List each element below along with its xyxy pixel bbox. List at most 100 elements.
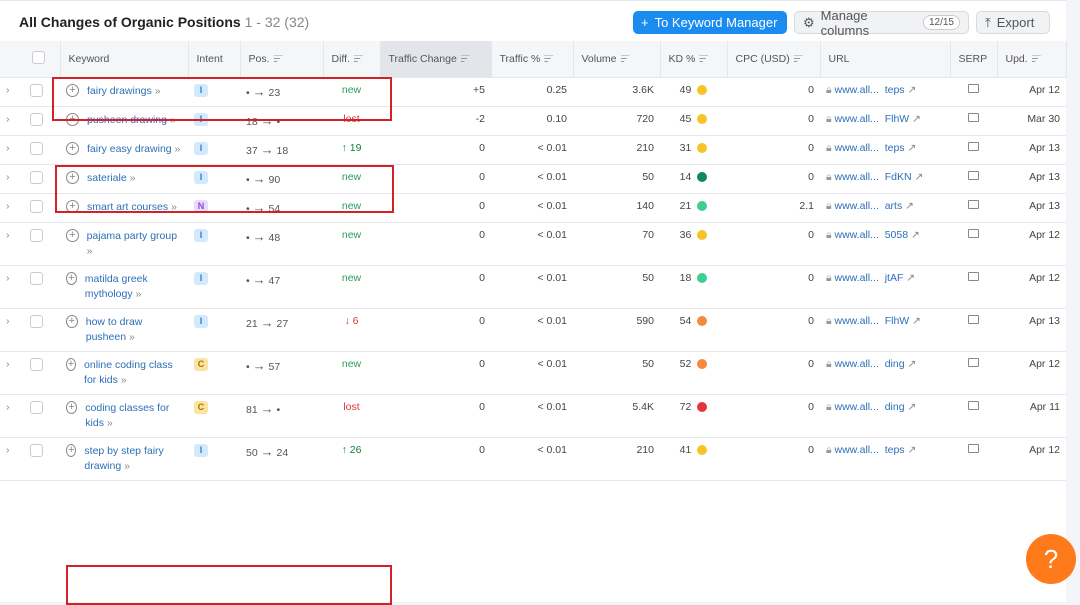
expand-chevron-icon[interactable]: ›	[0, 135, 24, 165]
url-link[interactable]: www.all... FlhW	[834, 112, 910, 125]
column-header[interactable]: Upd.	[997, 41, 1067, 78]
add-keyword-icon[interactable]: +	[66, 400, 78, 414]
expand-chevron-icon[interactable]: ›	[0, 164, 24, 194]
column-header[interactable]: Diff.	[323, 41, 381, 78]
add-keyword-icon[interactable]: +	[66, 199, 79, 213]
row-checkbox[interactable]	[30, 271, 43, 285]
add-keyword-icon[interactable]: +	[66, 170, 79, 184]
sort-icon[interactable]	[620, 55, 630, 63]
column-header[interactable]: Volume	[573, 41, 661, 78]
add-keyword-icon[interactable]: +	[66, 271, 77, 285]
sort-icon[interactable]	[1031, 55, 1041, 63]
export-button[interactable]: ⤒ Export	[976, 11, 1050, 34]
url-link[interactable]: www.all... arts	[834, 199, 903, 212]
keyword-link[interactable]: sateriale »	[87, 171, 136, 184]
external-link-icon[interactable]: ↗	[914, 170, 924, 183]
serp-icon[interactable]	[968, 83, 979, 93]
help-button[interactable]: ?	[1026, 534, 1076, 584]
external-link-icon[interactable]: ↗	[906, 271, 916, 284]
url-link[interactable]: www.all... teps	[834, 83, 905, 96]
keyword-link[interactable]: pajama party group »	[86, 229, 178, 257]
serp-icon[interactable]	[968, 141, 979, 151]
serp-icon[interactable]	[968, 314, 979, 324]
external-link-icon[interactable]: ↗	[910, 228, 920, 241]
sort-icon[interactable]	[699, 55, 709, 63]
external-link-icon[interactable]: ↗	[905, 199, 914, 212]
url-link[interactable]: www.all... FlhW	[834, 314, 910, 327]
keyword-link[interactable]: matilda greek mythology »	[84, 272, 148, 300]
column-header[interactable]: SERP	[950, 41, 998, 78]
expand-chevron-icon[interactable]: ›	[0, 77, 24, 107]
column-header[interactable]: Pos.	[240, 41, 324, 78]
expand-chevron-icon[interactable]: ›	[0, 394, 24, 438]
url-link[interactable]: www.all... 5058	[834, 228, 909, 241]
keyword-link[interactable]: fairy drawings »	[87, 84, 161, 97]
select-all-checkbox[interactable]	[32, 50, 45, 64]
url-link[interactable]: www.all... teps	[834, 443, 905, 456]
row-checkbox[interactable]	[30, 199, 43, 213]
keyword-link[interactable]: fairy easy drawing »	[87, 142, 181, 155]
row-checkbox[interactable]	[30, 357, 43, 371]
serp-icon[interactable]	[968, 112, 979, 122]
expand-chevron-icon[interactable]: ›	[0, 106, 24, 136]
add-keyword-icon[interactable]: +	[66, 112, 79, 126]
expand-chevron-icon[interactable]: ›	[0, 308, 24, 352]
serp-icon[interactable]	[968, 228, 979, 238]
column-header[interactable]: CPC (USD)	[727, 41, 821, 78]
expand-chevron-icon[interactable]: ›	[0, 351, 24, 395]
external-link-icon[interactable]: ↗	[912, 112, 921, 125]
column-header[interactable]: URL	[820, 41, 951, 78]
serp-icon[interactable]	[968, 170, 979, 180]
external-link-icon[interactable]: ↗	[912, 314, 921, 327]
sort-icon[interactable]	[544, 55, 554, 63]
sort-icon[interactable]	[273, 55, 283, 63]
column-header[interactable]: Intent	[188, 41, 241, 78]
external-link-icon[interactable]: ↗	[907, 443, 917, 456]
external-link-icon[interactable]: ↗	[907, 141, 917, 154]
add-keyword-icon[interactable]: +	[66, 83, 79, 97]
row-checkbox[interactable]	[30, 170, 43, 184]
serp-icon[interactable]	[968, 357, 979, 367]
url-link[interactable]: www.all... ding	[834, 357, 905, 370]
add-keyword-icon[interactable]: +	[66, 141, 79, 155]
add-keyword-icon[interactable]: +	[66, 228, 79, 242]
external-link-icon[interactable]: ↗	[907, 83, 917, 96]
expand-chevron-icon[interactable]: ›	[0, 222, 24, 266]
column-header[interactable]: Traffic Change	[380, 41, 492, 78]
expand-chevron-icon[interactable]: ›	[0, 265, 24, 309]
row-checkbox[interactable]	[30, 443, 43, 457]
manage-columns-button[interactable]: ⚙ Manage columns 12/15	[794, 8, 969, 38]
url-link[interactable]: www.all... teps	[834, 141, 905, 154]
row-checkbox[interactable]	[30, 83, 43, 97]
to-keyword-manager-button[interactable]: + To Keyword Manager	[633, 11, 787, 34]
expand-chevron-icon[interactable]: ›	[0, 193, 24, 223]
serp-icon[interactable]	[968, 199, 979, 209]
row-checkbox[interactable]	[30, 112, 43, 126]
column-header[interactable]: Keyword	[60, 41, 189, 78]
expand-chevron-icon[interactable]: ›	[0, 437, 24, 481]
external-link-icon[interactable]: ↗	[907, 357, 917, 370]
serp-icon[interactable]	[968, 400, 979, 410]
row-checkbox[interactable]	[30, 400, 43, 414]
url-link[interactable]: www.all... jtAF	[834, 271, 904, 284]
keyword-link[interactable]: coding classes for kids »	[85, 401, 170, 429]
row-checkbox[interactable]	[30, 141, 43, 155]
row-checkbox[interactable]	[30, 314, 43, 328]
url-link[interactable]: www.all... FdKN	[834, 170, 912, 183]
keyword-link[interactable]: online coding class for kids »	[84, 358, 173, 386]
add-keyword-icon[interactable]: +	[66, 314, 78, 328]
sort-icon[interactable]	[460, 55, 470, 63]
keyword-link[interactable]: step by step fairy drawing »	[84, 444, 164, 472]
add-keyword-icon[interactable]: +	[66, 443, 77, 457]
url-link[interactable]: www.all... ding	[834, 400, 905, 413]
serp-icon[interactable]	[968, 443, 979, 453]
row-checkbox[interactable]	[30, 228, 43, 242]
serp-icon[interactable]	[968, 271, 979, 281]
column-header[interactable]: KD %	[660, 41, 728, 78]
keyword-link[interactable]: how to draw pusheen »	[85, 315, 143, 343]
sort-icon[interactable]	[793, 55, 803, 63]
external-link-icon[interactable]: ↗	[907, 400, 917, 413]
sort-icon[interactable]	[353, 55, 363, 63]
add-keyword-icon[interactable]: +	[66, 357, 77, 371]
keyword-link[interactable]: smart art courses »	[87, 200, 177, 213]
